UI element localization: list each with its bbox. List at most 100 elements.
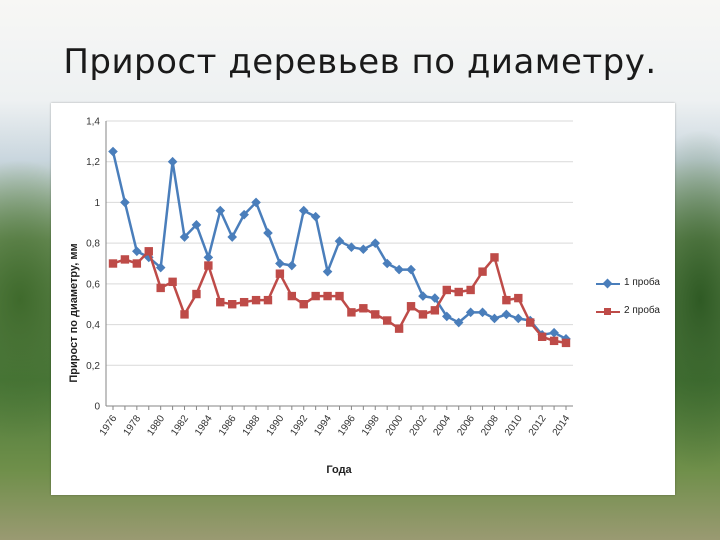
legend-square-marker: [604, 308, 611, 315]
series-2: [108, 247, 571, 348]
data-point-square: [347, 308, 356, 317]
x-tick-label: 2010: [503, 413, 525, 438]
data-point-square: [120, 255, 130, 264]
legend: 1 проба 2 проба: [596, 275, 686, 331]
data-point-diamond: [430, 293, 440, 303]
data-point-diamond: [191, 220, 202, 230]
data-point-diamond: [370, 238, 381, 248]
data-point-square: [192, 289, 201, 299]
data-point-square: [323, 291, 332, 301]
y-tick-label: 0,2: [86, 361, 100, 372]
x-tick-label: 2014: [551, 413, 573, 438]
data-point-square: [180, 310, 189, 319]
x-tick-label: 1976: [98, 413, 120, 438]
data-point-square: [418, 310, 428, 319]
data-point-square: [251, 295, 261, 305]
gridlines: [106, 120, 573, 407]
data-point-square: [228, 300, 237, 309]
data-point-diamond: [203, 252, 214, 263]
x-tick-label: 1980: [145, 413, 167, 438]
data-point-diamond: [251, 197, 261, 208]
data-point-square: [478, 267, 487, 276]
x-tick-label: 1990: [265, 413, 287, 438]
data-point-square: [239, 297, 249, 307]
data-point-diamond: [346, 242, 357, 253]
y-tick-label: 0,6: [86, 279, 100, 290]
data-point-square: [204, 261, 213, 270]
data-point-square: [490, 253, 499, 262]
data-point-diamond: [358, 244, 369, 255]
data-point-square: [144, 247, 153, 256]
x-tick-label: 2012: [527, 413, 549, 438]
data-point-square: [561, 338, 571, 348]
x-tick-label: 2008: [479, 413, 501, 438]
data-point-diamond: [441, 311, 452, 322]
data-point-diamond: [155, 262, 166, 273]
data-point-diamond: [322, 266, 333, 277]
data-point-diamond: [227, 232, 238, 242]
data-point-diamond: [298, 205, 309, 216]
line-chart: 0 0,2 0,4 0,6 0,8 1 1,2 1,4 1976 1978 1980 1982 1984…: [68, 117, 573, 476]
data-point-diamond: [394, 264, 404, 275]
data-point-diamond: [406, 264, 416, 275]
x-tick-label: 1982: [169, 413, 191, 438]
data-point-square: [502, 295, 511, 305]
data-point-square: [359, 304, 368, 313]
data-point-diamond: [120, 197, 130, 208]
data-point-diamond: [132, 246, 142, 257]
chart-panel: 0 0,2 0,4 0,6 0,8 1 1,2 1,4 1976 1978 1980 1982 1984…: [51, 103, 675, 495]
y-tick-label: 1,4: [86, 117, 100, 128]
data-point-diamond: [215, 205, 226, 216]
data-point-square: [263, 295, 273, 305]
data-point-square: [406, 302, 416, 311]
data-point-square: [216, 297, 225, 307]
legend-label-series-2: 2 проба: [624, 305, 660, 316]
data-point-diamond: [501, 309, 512, 320]
data-point-square: [442, 285, 451, 295]
legend-label-series-1: 1 проба: [624, 277, 660, 288]
data-point-diamond: [453, 317, 464, 328]
legend-item-series-1: 1 проба: [596, 275, 686, 293]
data-point-square: [275, 269, 285, 278]
x-tick-label: 1992: [288, 413, 310, 438]
data-point-diamond: [489, 313, 500, 324]
x-tick-label: 2004: [431, 413, 453, 438]
data-point-square: [108, 259, 118, 268]
y-tick-label: 0,4: [86, 320, 100, 331]
legend-diamond-marker: [602, 278, 613, 289]
data-point-square: [168, 277, 177, 287]
data-point-square: [430, 306, 440, 315]
data-point-square: [156, 283, 165, 293]
x-tick-label: 1978: [122, 413, 144, 438]
data-point-square: [526, 318, 535, 327]
data-point-square: [287, 291, 297, 301]
data-point-square: [371, 310, 380, 319]
series-1: [108, 146, 571, 344]
data-point-diamond: [334, 236, 345, 246]
data-point-square: [549, 336, 559, 346]
data-point-diamond: [239, 209, 249, 220]
series: [108, 146, 571, 348]
data-point-diamond: [179, 232, 190, 242]
data-point-diamond: [477, 307, 488, 318]
data-point-diamond: [287, 260, 297, 271]
legend-item-series-2: 2 проба: [596, 303, 686, 321]
x-tick-label: 2000: [384, 413, 406, 438]
x-tick-label: 1998: [360, 413, 382, 438]
data-point-diamond: [275, 258, 285, 269]
data-point-square: [335, 291, 344, 301]
y-tick-label: 0,8: [86, 239, 100, 250]
data-point-square: [132, 259, 142, 268]
x-tick-label: 1988: [241, 413, 263, 438]
x-tick-label: 1994: [312, 413, 334, 438]
y-tick-label: 0: [94, 402, 100, 413]
x-tick-label: 1984: [193, 413, 215, 438]
data-point-diamond: [263, 228, 273, 238]
data-point-diamond: [167, 156, 178, 167]
data-point-diamond: [465, 307, 476, 318]
slide-title: Прирост деревьев по диаметру.: [63, 42, 657, 82]
x-tick-label: 1996: [336, 413, 358, 438]
data-point-diamond: [513, 313, 524, 324]
data-point-diamond: [382, 258, 392, 269]
x-tick-label: 2006: [455, 413, 477, 438]
